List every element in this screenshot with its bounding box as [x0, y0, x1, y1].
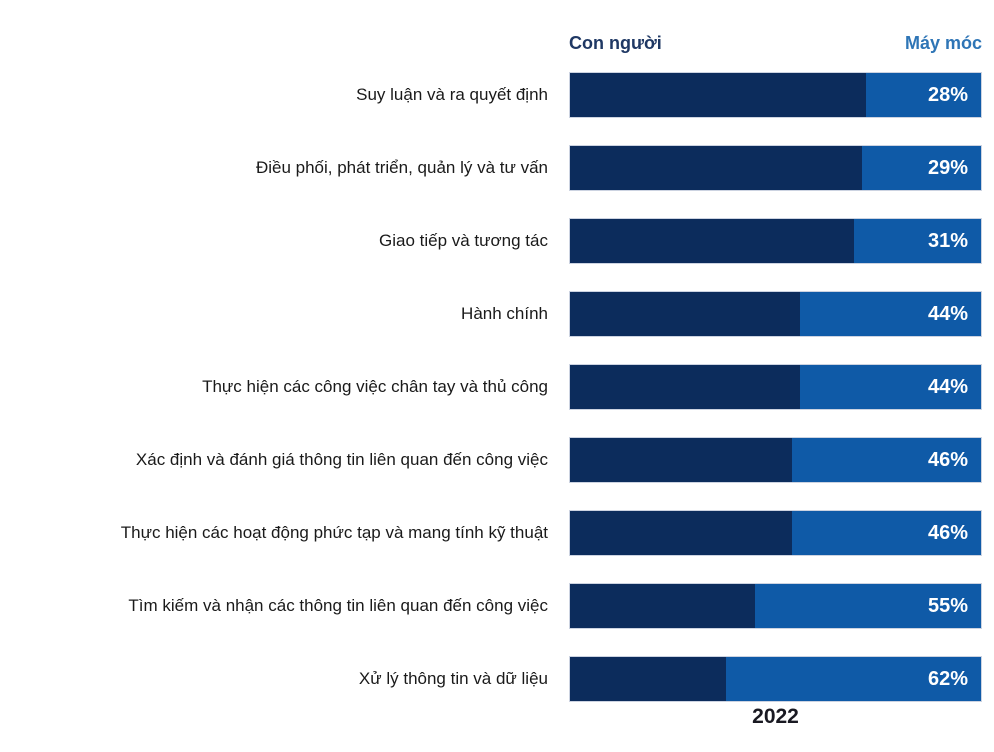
category-label: Tìm kiếm và nhận các thông tin liên quan…: [128, 595, 548, 615]
category-label: Thực hiện các công việc chân tay và thủ …: [202, 376, 548, 396]
machine-bar-segment: 55%: [754, 584, 981, 628]
machine-bar-segment: 46%: [791, 438, 981, 482]
bar-rows: Suy luận và ra quyết định 28% Điều phối, p…: [0, 72, 994, 729]
machine-percent-label: 31%: [927, 229, 968, 252]
bar-row: Giao tiếp và tương tác 31%: [0, 218, 994, 264]
stacked-bar: 55%: [569, 583, 982, 629]
legend-human-label: Con người: [569, 33, 662, 53]
category-label: Thực hiện các hoạt động phức tạp và mang…: [120, 522, 548, 542]
human-bar-segment: [570, 292, 801, 336]
stacked-bar: 46%: [569, 510, 982, 556]
category-label: Xử lý thông tin và dữ liệu: [358, 668, 548, 688]
legend-machine-label: Máy móc: [904, 33, 982, 53]
human-bar-segment: [570, 365, 801, 409]
machine-percent-label: 44%: [927, 302, 968, 325]
machine-bar-segment: 62%: [726, 657, 981, 701]
machine-percent-label: 62%: [927, 667, 968, 690]
bar-row: Hành chính 44%: [0, 291, 994, 337]
bar-row: Thực hiện các công việc chân tay và thủ …: [0, 364, 994, 410]
machine-percent-label: 55%: [927, 594, 968, 617]
bar-row: Thực hiện các hoạt động phức tạp và mang…: [0, 510, 994, 556]
x-axis-year-label: 2022: [752, 705, 799, 728]
machine-percent-label: 29%: [927, 156, 968, 179]
legend: Con người Máy móc: [569, 33, 982, 54]
machine-bar-segment: 46%: [791, 511, 981, 555]
machine-bar-segment: 44%: [800, 292, 981, 336]
bar-row: Xác định và đánh giá thông tin liên quan…: [0, 437, 994, 483]
bar-row: Điều phối, phát triển, quản lý và tư vấn…: [0, 145, 994, 191]
human-bar-segment: [570, 73, 866, 117]
bar-row: Xử lý thông tin và dữ liệu 62%: [0, 656, 994, 702]
category-label: Suy luận và ra quyết định: [356, 84, 548, 104]
category-label: Xác định và đánh giá thông tin liên quan…: [135, 449, 548, 469]
human-bar-segment: [570, 219, 854, 263]
machine-bar-segment: 31%: [853, 219, 981, 263]
human-bar-segment: [570, 438, 792, 482]
machine-percent-label: 44%: [927, 375, 968, 398]
category-label: Hành chính: [461, 303, 548, 323]
human-bar-segment: [570, 511, 792, 555]
bar-row: Tìm kiếm và nhận các thông tin liên quan…: [0, 583, 994, 629]
stacked-bar: 44%: [569, 291, 982, 337]
stacked-bar: 62%: [569, 656, 982, 702]
machine-percent-label: 46%: [927, 448, 968, 471]
machine-bar-segment: 44%: [800, 365, 981, 409]
stacked-bar: 31%: [569, 218, 982, 264]
machine-percent-label: 46%: [927, 521, 968, 544]
machine-bar-segment: 29%: [861, 146, 981, 190]
human-bar-segment: [570, 146, 862, 190]
category-label: Giao tiếp và tương tác: [378, 230, 548, 250]
stacked-bar: 44%: [569, 364, 982, 410]
stacked-bar: 46%: [569, 437, 982, 483]
human-bar-segment: [570, 584, 755, 628]
machine-bar-segment: 28%: [865, 73, 981, 117]
stacked-bar: 29%: [569, 145, 982, 191]
machine-percent-label: 28%: [927, 83, 968, 106]
stacked-bar: 28%: [569, 72, 982, 118]
human-bar-segment: [570, 657, 727, 701]
category-label: Điều phối, phát triển, quản lý và tư vấn: [255, 157, 548, 177]
bar-row: Suy luận và ra quyết định 28%: [0, 72, 994, 118]
